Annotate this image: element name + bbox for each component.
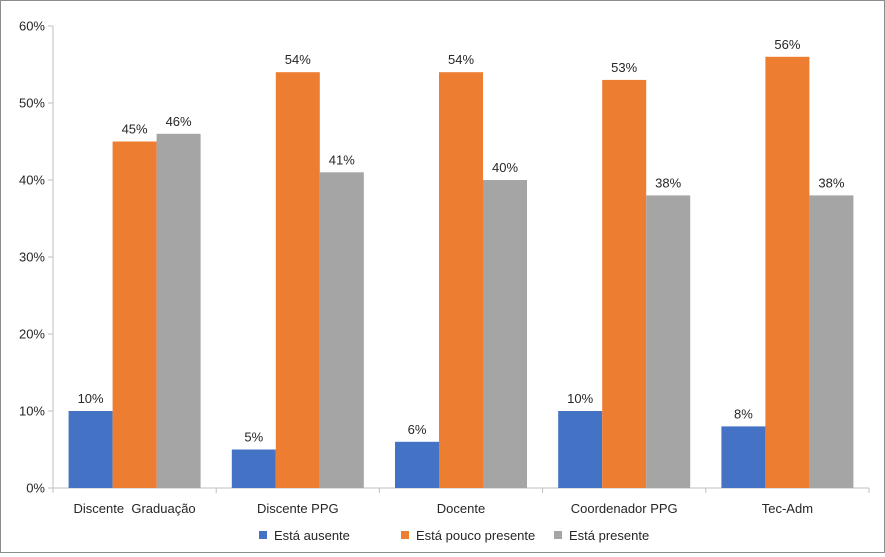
legend-swatch <box>554 531 562 539</box>
data-label: 38% <box>818 175 844 190</box>
bar <box>231 449 276 488</box>
data-label: 38% <box>655 175 681 190</box>
bar <box>395 441 439 488</box>
legend-swatch <box>401 531 409 539</box>
data-label: 54% <box>285 52 311 67</box>
bar <box>721 426 766 488</box>
legend-label: Está ausente <box>274 528 350 543</box>
data-label: 6% <box>408 422 427 437</box>
y-tick-label: 10% <box>19 404 45 419</box>
data-label: 41% <box>329 152 355 167</box>
data-labels: 10% 45% 46% 5% 54% 41% 6% 54% 40% 10% 53% 38% 8% 56% 3… <box>78 37 845 445</box>
bar <box>558 411 603 488</box>
data-label: 54% <box>448 52 474 67</box>
y-tick-label: 0% <box>26 481 45 496</box>
bar <box>156 133 201 489</box>
bar <box>809 195 854 488</box>
legend-label: Está presente <box>569 528 649 543</box>
bars <box>68 56 854 489</box>
legend: Está ausente Está pouco presente Está pres… <box>259 528 649 543</box>
y-tick-label: 40% <box>19 173 45 188</box>
data-label: 46% <box>166 114 192 129</box>
legend-label: Está pouco presente <box>416 528 535 543</box>
bar <box>439 72 483 488</box>
y-tick-label: 60% <box>19 19 45 34</box>
data-label: 10% <box>567 391 593 406</box>
data-label: 5% <box>244 430 263 445</box>
data-label: 56% <box>774 37 800 52</box>
bar <box>646 195 691 488</box>
data-label: 45% <box>122 122 148 137</box>
bar <box>275 72 320 488</box>
y-tick-label: 50% <box>19 96 45 111</box>
category-label: Tec-Adm <box>762 501 813 516</box>
bar <box>68 411 113 488</box>
category-label: Coordenador PPG <box>571 501 678 516</box>
bar <box>112 141 157 488</box>
y-tick-label: 30% <box>19 250 45 265</box>
category-label: Discente Graduação <box>74 501 196 516</box>
bar <box>765 56 810 489</box>
category-labels: Discente Graduação Discente PPG Docente Coo… <box>74 501 814 516</box>
category-label: Discente PPG <box>257 501 339 516</box>
data-label: 53% <box>611 60 637 75</box>
legend-swatch <box>259 531 267 539</box>
bar <box>319 172 364 489</box>
data-label: 10% <box>78 391 104 406</box>
bar <box>602 79 647 489</box>
data-label: 40% <box>492 160 518 175</box>
category-label: Docente <box>437 501 485 516</box>
data-label: 8% <box>734 406 753 421</box>
bar <box>483 180 527 488</box>
y-tick-label: 20% <box>19 327 45 342</box>
